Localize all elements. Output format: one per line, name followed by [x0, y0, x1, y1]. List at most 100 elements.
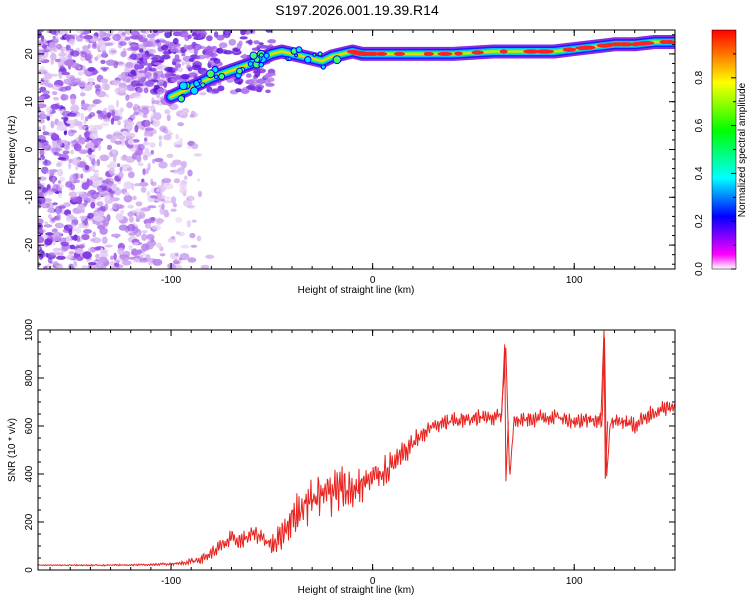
spectrogram-ridge-spot: [304, 56, 312, 64]
spectrogram-noise-blob: [94, 215, 104, 222]
spectrogram-noise-blob: [126, 143, 134, 149]
spectrogram-noise-blob: [92, 99, 102, 104]
spectrogram-noise-blob: [199, 92, 207, 96]
spectrogram-noise-blob: [161, 178, 172, 183]
spectrogram-noise-blob: [153, 62, 162, 66]
spectrogram-noise-blobs: [38, 30, 277, 269]
spectrogram-noise-blob: [50, 30, 57, 35]
spectrogram-ridge-spot: [200, 82, 206, 88]
snr-x-label: Height of straight line (km): [298, 585, 415, 596]
spectrogram-noise-blob: [169, 252, 180, 260]
spectrogram-noise-blob: [159, 253, 166, 257]
spectrogram-noise-blob: [161, 195, 166, 199]
spectrogram-noise-blob: [129, 43, 139, 47]
snr-x-tick-label: 100: [566, 576, 583, 587]
colorbar-tick-label: 0.2: [694, 214, 705, 228]
spectrogram-noise-blob: [248, 78, 259, 86]
spectrogram-noise-blob: [190, 244, 198, 248]
spectrogram-noise-blob: [99, 205, 106, 211]
spectrogram-noise-blob: [187, 257, 197, 263]
spectrogram-noise-blob: [92, 70, 99, 74]
spectrogram-noise-blob: [88, 59, 93, 64]
spectrogram-noise-blob: [47, 263, 52, 269]
spectrogram-noise-blob: [110, 117, 115, 125]
spectrogram-ridge-hotspot: [662, 40, 675, 44]
spectrogram-noise-blob: [94, 56, 99, 62]
spectrogram-noise-blob: [63, 78, 73, 85]
spectrogram-noise-blob: [120, 51, 127, 58]
spectrogram-ridge-spot: [263, 52, 270, 59]
spectrogram-ridge-hotspot: [535, 49, 552, 54]
spectrogram-noise-blob: [128, 244, 133, 251]
snr-x-tick-label: 0: [370, 576, 376, 587]
spectrogram-noise-blob: [166, 153, 174, 158]
spectrogram-ridge-spot: [317, 51, 323, 57]
spectrogram-ridge-spot: [249, 51, 258, 60]
spectrogram-noise-blob: [71, 157, 81, 166]
spectrogram-noise-blob: [130, 32, 139, 36]
spectrogram-noise-blob: [63, 202, 71, 208]
spectrogram-noise-blob: [103, 107, 108, 112]
spectrogram-noise-blob: [265, 30, 273, 33]
spectrogram-noise-blob: [68, 162, 72, 170]
spectrogram-noise-blob: [50, 52, 57, 61]
snr-series: [38, 330, 675, 567]
spectrogram-noise-blob: [141, 230, 148, 234]
spectrogram-ridge-hotspot: [471, 50, 484, 55]
spectrogram-noise-blob: [101, 82, 109, 91]
spectrogram-noise-blob: [213, 31, 219, 38]
spectrogram-noise-blob: [126, 167, 133, 172]
spectrogram-noise-blob: [122, 130, 128, 136]
spectrogram-noise-blob: [47, 83, 54, 88]
spectrogram-noise-blob: [191, 33, 202, 38]
spectrogram-noise-blob: [153, 84, 160, 90]
spectrogram-noise-blob: [85, 138, 90, 143]
spectrogram-noise-blob: [78, 149, 89, 154]
spectrogram-noise-blob: [172, 236, 176, 240]
spectrogram-noise-blob: [178, 137, 183, 144]
spectrogram-noise-blob: [125, 132, 136, 139]
spectrogram-noise-blob: [186, 44, 194, 50]
spectrogram-noise-blob: [108, 167, 115, 175]
spectrogram-noise-blob: [259, 45, 269, 49]
spectrogram-noise-blob: [52, 184, 59, 192]
spectrogram-noise-blob: [248, 39, 253, 46]
spectrogram-noise-blob: [65, 235, 73, 244]
spectrogram-noise-blob: [44, 79, 49, 87]
spectrogram-noise-blob: [228, 38, 237, 46]
spectrogram-noise-blob: [97, 187, 102, 194]
spectrogram-ridge-spot: [177, 95, 186, 103]
spectrogram-noise-blob: [142, 141, 150, 146]
spectrogram-ridge-spot: [295, 46, 303, 53]
spectrogram-noise-blob: [114, 87, 120, 95]
colorbar-tick-label: 0.0: [694, 262, 705, 276]
spectrogram-noise-blob: [153, 112, 162, 121]
spectrogram-noise-blob: [267, 39, 277, 44]
spectrogram-noise-blob: [163, 209, 169, 218]
spectrogram-noise-blob: [155, 39, 160, 44]
spectrogram-noise-blob: [173, 178, 181, 184]
spectrogram-noise-blob: [256, 78, 266, 84]
spectrogram-x-label: Height of straight line (km): [298, 285, 415, 296]
spectrogram-noise-blob: [76, 235, 81, 243]
spectrogram-noise-blob: [121, 32, 126, 36]
spectrogram-noise-blob: [54, 58, 61, 63]
spectrogram-noise-blob: [112, 149, 116, 155]
spectrogram-noise-blob: [238, 40, 243, 46]
spectrogram-noise-blob: [172, 37, 179, 45]
spectrogram-y-tick-label: 10: [24, 96, 35, 108]
spectrogram-noise-blob: [145, 168, 149, 175]
spectrogram-noise-blob: [112, 134, 120, 140]
spectrogram-noise-blob: [108, 48, 118, 56]
spectrogram-noise-blob: [52, 202, 58, 206]
spectrogram-noise-blob: [103, 118, 111, 123]
spectrogram-noise-blob: [77, 244, 85, 249]
spectrogram-noise-blob: [42, 90, 50, 95]
spectrogram-x-tick-label: 0: [370, 275, 376, 286]
spectrogram-x-tick-label: -100: [161, 275, 181, 286]
spectrogram-noise-blob: [42, 159, 52, 166]
spectrogram-noise-blob: [176, 231, 180, 235]
spectrogram-noise-blob: [119, 166, 123, 173]
spectrogram-noise-blob: [51, 176, 56, 184]
